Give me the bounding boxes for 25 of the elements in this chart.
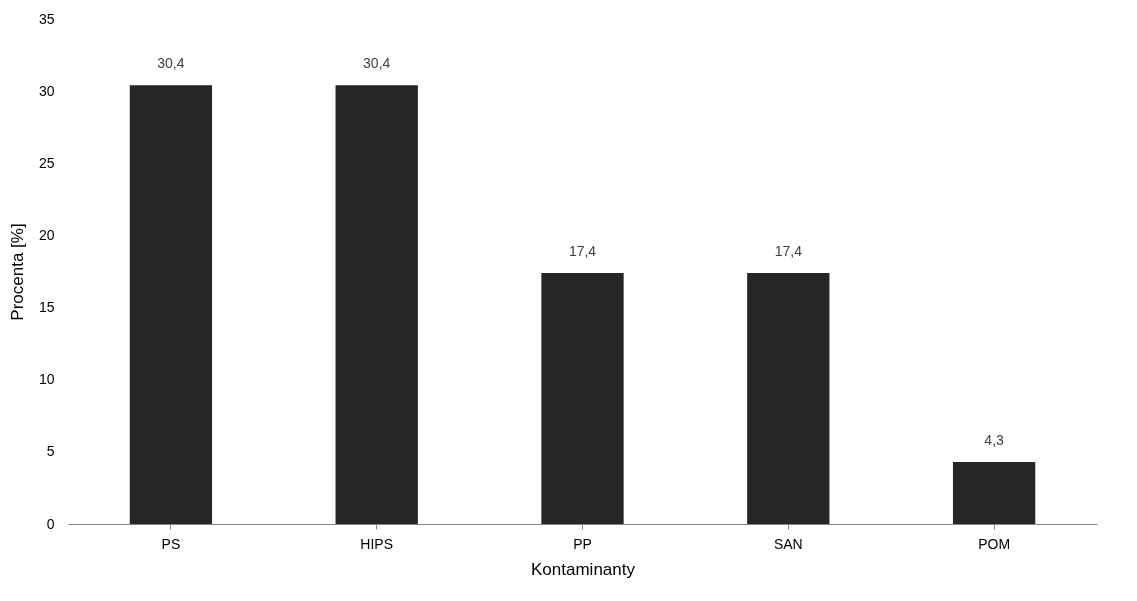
data-label: 4,3: [984, 431, 1005, 448]
y-tick-label: 20: [38, 226, 55, 243]
bar: [129, 85, 213, 524]
data-label: 30,4: [363, 55, 391, 72]
x-tick-label: HIPS: [360, 535, 394, 552]
x-tick-label: POM: [978, 535, 1011, 552]
x-tick-label: PS: [161, 535, 181, 552]
y-tick-label: 25: [38, 154, 55, 171]
bar: [952, 461, 1036, 524]
y-tick-label: 15: [38, 299, 55, 316]
data-label: 17,4: [774, 242, 803, 259]
x-tick-label: PP: [573, 535, 592, 552]
data-label: 30,4: [157, 55, 185, 72]
y-tick-label: 5: [46, 443, 55, 460]
y-tick-label: 10: [38, 371, 55, 388]
data-label: 17,4: [568, 242, 597, 259]
bar: [747, 272, 830, 524]
y-tick-label: 30: [38, 82, 55, 99]
bar: [541, 272, 624, 524]
x-tick-label: SAN: [773, 535, 803, 552]
x-axis-title: Kontaminanty: [531, 559, 636, 579]
y-axis-title: Procenta [%]: [7, 223, 27, 321]
y-tick-label: 35: [38, 10, 55, 27]
y-tick-label: 0: [46, 515, 55, 532]
bar: [335, 85, 418, 524]
